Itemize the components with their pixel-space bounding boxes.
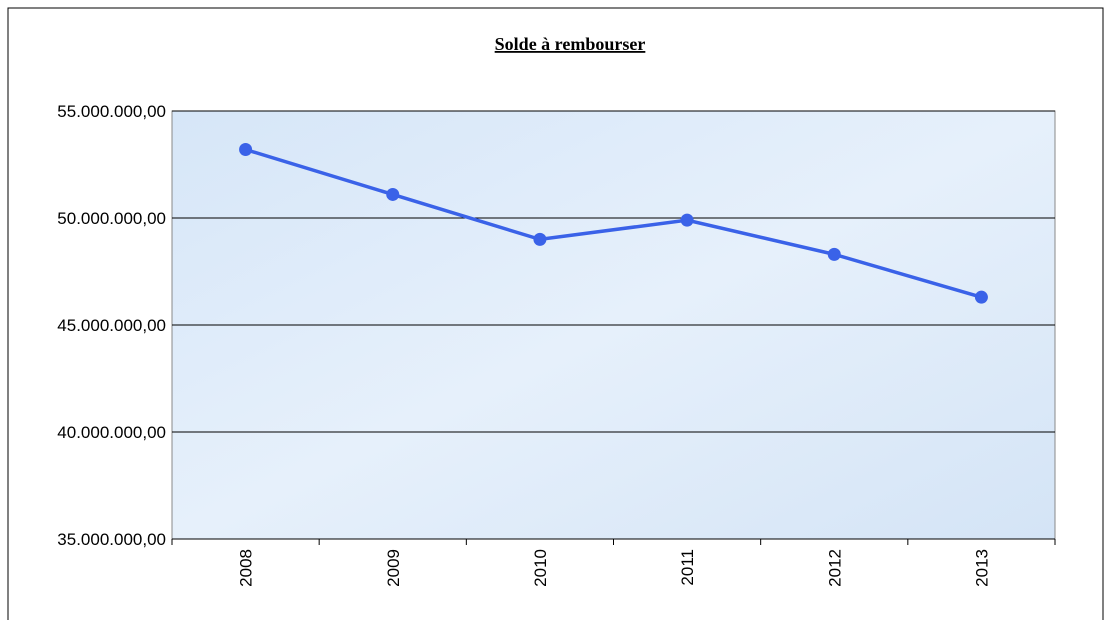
x-tick-label: 2009 [384, 549, 403, 587]
x-tick-label: 2010 [531, 549, 550, 587]
chart-frame [7, 7, 1104, 620]
data-point [239, 143, 253, 157]
data-point [386, 187, 400, 201]
x-tick-label: 2008 [237, 549, 256, 587]
y-tick-label: 45.000.000,00 [57, 316, 166, 335]
series-line [245, 147, 982, 299]
y-tick-label: 50.000.000,00 [57, 209, 166, 228]
x-tick-label: 2012 [825, 549, 844, 587]
data-point [827, 247, 841, 261]
data-point [680, 213, 694, 227]
chart-title: Solde à rembourser [495, 34, 646, 54]
y-tick-label: 55.000.000,00 [57, 102, 166, 121]
x-tick-label: 2013 [972, 549, 991, 587]
data-point [974, 290, 988, 304]
x-tick-label: 2011 [678, 549, 697, 586]
y-tick-label: 40.000.000,00 [57, 423, 166, 442]
y-tick-label: 35.000.000,00 [57, 530, 166, 549]
data-point [533, 232, 547, 246]
